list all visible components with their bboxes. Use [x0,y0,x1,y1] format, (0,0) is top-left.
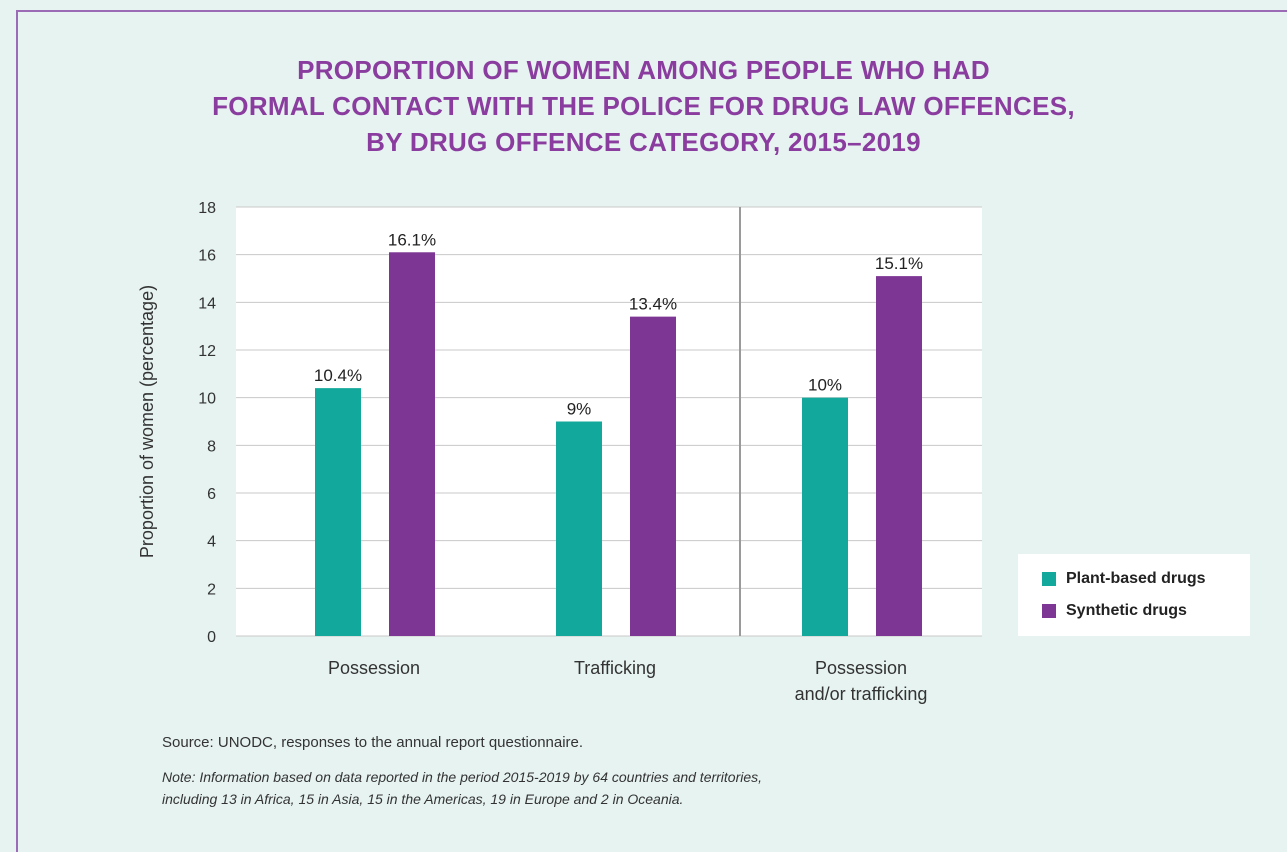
data-label: 10% [808,376,842,395]
y-tick-label: 16 [198,248,216,265]
y-tick-label: 0 [207,629,216,646]
y-tick-label: 6 [207,486,216,503]
y-tick-label: 14 [198,295,216,312]
x-tick-label: Possession [328,658,420,678]
legend-swatch-synthetic [1042,604,1056,618]
x-tick-label: Trafficking [574,658,656,678]
bar [315,388,361,636]
data-label: 15.1% [875,254,923,273]
bar [556,422,602,637]
legend-label-plant: Plant-based drugs [1066,570,1206,588]
bar [389,252,435,636]
y-axis-label: Proportion of women (percentage) [137,285,157,558]
legend-item-synthetic: Synthetic drugs [1042,600,1187,622]
data-label: 10.4% [314,366,362,385]
y-tick-label: 2 [207,581,216,598]
note-line: Note: Information based on data reported… [162,766,762,788]
data-label: 16.1% [388,230,436,249]
bar [630,317,676,636]
legend: Plant-based drugs Synthetic drugs [1018,554,1250,636]
x-tick-label: and/or trafficking [795,684,928,704]
bar [802,398,848,636]
y-tick-label: 4 [207,534,216,551]
legend-label-synthetic: Synthetic drugs [1066,602,1187,620]
legend-swatch-plant [1042,572,1056,586]
y-tick-label: 12 [198,343,216,360]
y-tick-label: 8 [207,438,216,455]
y-tick-label: 10 [198,391,216,408]
note-text: Note: Information based on data reported… [162,766,762,810]
data-label: 9% [567,400,592,419]
legend-item-plant: Plant-based drugs [1042,568,1206,590]
note-line: including 13 in Africa, 15 in Asia, 15 i… [162,788,762,810]
y-tick-label: 18 [198,200,216,217]
data-label: 13.4% [629,295,677,314]
source-text: Source: UNODC, responses to the annual r… [162,734,583,751]
bar [876,276,922,636]
x-tick-label: Possession [815,658,907,678]
